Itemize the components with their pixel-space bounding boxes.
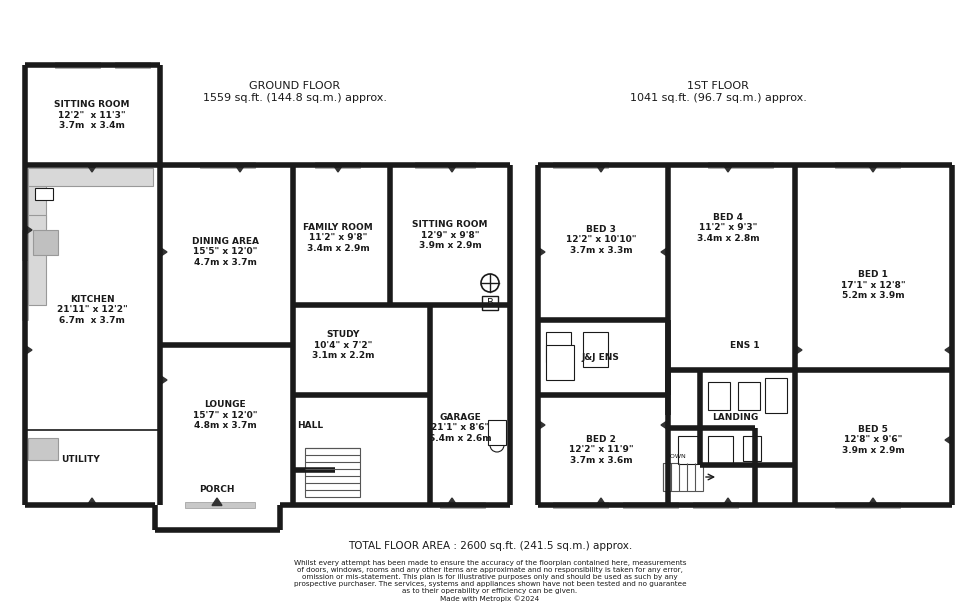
Bar (415, 162, 475, 168)
Polygon shape (596, 164, 606, 172)
Bar (488, 420, 506, 445)
Text: UTILITY: UTILITY (61, 456, 99, 464)
Text: ENS 1: ENS 1 (730, 341, 760, 349)
Bar (835, 502, 900, 508)
Polygon shape (945, 435, 953, 445)
Bar (185, 502, 255, 508)
Text: GROUND FLOOR
1559 sq.ft. (144.8 sq.m.) approx.: GROUND FLOOR 1559 sq.ft. (144.8 sq.m.) a… (203, 81, 387, 103)
Polygon shape (596, 498, 606, 506)
Polygon shape (87, 498, 97, 506)
Bar (440, 502, 485, 508)
Bar (482, 296, 498, 310)
Polygon shape (447, 164, 457, 172)
Text: GARAGE
21'1" x 8'6"
6.4m x 2.6m: GARAGE 21'1" x 8'6" 6.4m x 2.6m (428, 413, 491, 443)
Polygon shape (87, 164, 97, 172)
Polygon shape (795, 345, 802, 355)
Polygon shape (212, 498, 222, 506)
Bar (28, 438, 58, 460)
Bar (765, 378, 787, 413)
Bar (305, 448, 360, 497)
Text: TOTAL FLOOR AREA : 2600 sq.ft. (241.5 sq.m.) approx.: TOTAL FLOOR AREA : 2600 sq.ft. (241.5 sq… (348, 541, 632, 551)
Bar (623, 502, 678, 508)
Bar (35, 188, 53, 200)
Bar (22, 290, 28, 320)
Bar (115, 62, 150, 68)
Text: J&J ENS: J&J ENS (581, 354, 619, 362)
Text: SITTING ROOM
12'2"  x 11'3"
3.7m  x 3.4m: SITTING ROOM 12'2" x 11'3" 3.7m x 3.4m (54, 100, 129, 130)
Text: DINING AREA
15'5" x 12'0"
4.7m x 3.7m: DINING AREA 15'5" x 12'0" 4.7m x 3.7m (191, 237, 259, 267)
Polygon shape (24, 345, 32, 355)
Bar (546, 345, 574, 380)
Bar (28, 168, 153, 186)
Polygon shape (723, 164, 733, 172)
Bar (28, 215, 46, 305)
Text: SITTING ROOM
12'9" x 9'8"
3.9m x 2.9m: SITTING ROOM 12'9" x 9'8" 3.9m x 2.9m (413, 220, 488, 250)
Bar (678, 436, 698, 464)
Bar (743, 436, 761, 461)
Bar (663, 463, 703, 491)
Polygon shape (661, 247, 668, 257)
Polygon shape (868, 498, 878, 506)
Bar (835, 162, 900, 168)
Text: B: B (487, 298, 493, 308)
Bar (738, 382, 760, 410)
Polygon shape (447, 498, 457, 506)
Text: BED 4
11'2" x 9'3"
3.4m x 2.8m: BED 4 11'2" x 9'3" 3.4m x 2.8m (697, 213, 760, 243)
Text: LANDING: LANDING (711, 413, 759, 423)
Bar (315, 162, 360, 168)
Text: HALL: HALL (297, 421, 323, 429)
Bar (553, 162, 608, 168)
Text: BED 5
12'8" x 9'6"
3.9m x 2.9m: BED 5 12'8" x 9'6" 3.9m x 2.9m (842, 425, 905, 455)
Text: BED 2
12'2" x 11'9"
3.7m x 3.6m: BED 2 12'2" x 11'9" 3.7m x 3.6m (568, 435, 633, 465)
Polygon shape (235, 164, 245, 172)
Text: STUDY
10'4" x 7'2"
3.1m x 2.2m: STUDY 10'4" x 7'2" 3.1m x 2.2m (312, 330, 374, 360)
Polygon shape (945, 345, 953, 355)
Text: 1ST FLOOR
1041 sq.ft. (96.7 sq.m.) approx.: 1ST FLOOR 1041 sq.ft. (96.7 sq.m.) appro… (629, 81, 807, 103)
Text: Whilst every attempt has been made to ensure the accuracy of the floorplan conta: Whilst every attempt has been made to en… (294, 560, 686, 602)
Polygon shape (723, 498, 733, 506)
Text: DOWN: DOWN (665, 454, 686, 459)
Bar (708, 162, 773, 168)
Text: LOUNGE
15'7" x 12'0"
4.8m x 3.7m: LOUNGE 15'7" x 12'0" 4.8m x 3.7m (193, 400, 257, 430)
Polygon shape (24, 225, 32, 235)
Text: FAMILY ROOM
11'2" x 9'8"
3.4m x 2.9m: FAMILY ROOM 11'2" x 9'8" 3.4m x 2.9m (303, 223, 372, 253)
Polygon shape (537, 420, 545, 430)
Bar (708, 436, 733, 464)
Bar (33, 230, 58, 255)
Polygon shape (868, 164, 878, 172)
Text: BED 1
17'1" x 12'8"
5.2m x 3.9m: BED 1 17'1" x 12'8" 5.2m x 3.9m (841, 270, 906, 300)
Bar (553, 502, 608, 508)
Text: PORCH: PORCH (199, 485, 235, 494)
Bar (708, 382, 730, 410)
Bar (28, 168, 46, 228)
Bar (546, 332, 571, 362)
Polygon shape (333, 164, 343, 172)
Polygon shape (537, 247, 545, 257)
Polygon shape (661, 420, 668, 430)
Bar (583, 332, 608, 367)
Bar (22, 230, 28, 260)
Bar (55, 62, 100, 68)
Text: KITCHEN
21'11" x 12'2"
6.7m  x 3.7m: KITCHEN 21'11" x 12'2" 6.7m x 3.7m (57, 295, 127, 325)
Polygon shape (160, 375, 167, 385)
Bar (693, 502, 738, 508)
Polygon shape (160, 247, 167, 257)
Bar (200, 162, 255, 168)
Text: BED 3
12'2" x 10'10"
3.7m x 3.3m: BED 3 12'2" x 10'10" 3.7m x 3.3m (565, 225, 636, 255)
